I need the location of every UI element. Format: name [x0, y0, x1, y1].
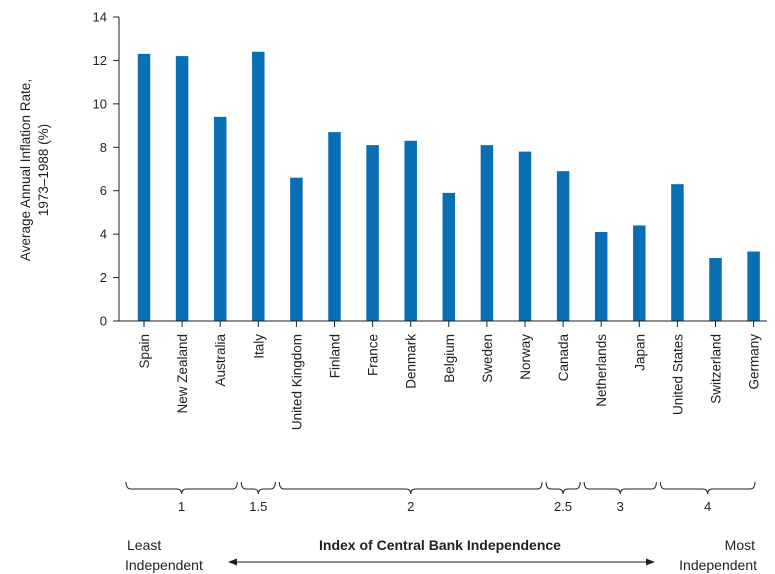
x-tick-label: Spain	[137, 334, 152, 369]
arrow-right-head	[646, 558, 655, 566]
x-tick-label: Belgium	[442, 334, 457, 383]
y-tick-label: 14	[93, 10, 107, 25]
index-group-label: 4	[704, 499, 711, 514]
bars	[137, 51, 760, 322]
least-independent-label: Independent	[125, 557, 203, 573]
bar	[747, 251, 760, 321]
index-braces: 1 1.5 2 2.5 3 4	[125, 481, 756, 514]
index-group-label: 1	[178, 499, 185, 514]
index-title: Index of Central Bank Independence	[319, 537, 561, 553]
bar	[556, 171, 570, 321]
y-axis-title: Average Annual Inflation Rate, 1973–1988…	[18, 79, 51, 261]
x-tick-label: Switzerland	[709, 334, 724, 404]
bar	[518, 151, 532, 321]
x-tick-label: Sweden	[480, 334, 495, 383]
most-label: Most	[725, 537, 755, 553]
y-tick-label: 8	[100, 140, 107, 155]
index-brace	[583, 481, 657, 495]
index-brace	[659, 481, 756, 495]
bar	[404, 140, 417, 321]
x-axis	[119, 320, 767, 327]
bar	[442, 192, 456, 321]
category-labels: Spain New Zealand Australia Italy United Kin…	[137, 334, 762, 431]
x-tick-label: Germany	[747, 334, 762, 390]
bar	[366, 145, 379, 321]
index-group-label: 3	[617, 499, 624, 514]
y-axis-title-line2: 1973–1988 (%)	[36, 124, 51, 216]
independence-arrow	[228, 558, 655, 566]
y-tick-label: 6	[100, 183, 107, 198]
bar	[633, 225, 646, 321]
x-tick-label: Canada	[556, 334, 571, 382]
x-tick-label: Norway	[518, 334, 533, 380]
y-axis-title-line1: Average Annual Inflation Rate,	[18, 79, 33, 261]
x-tick-label: Italy	[251, 334, 266, 359]
index-footer: Least Independent Index of Central Bank …	[125, 537, 757, 573]
index-brace	[240, 481, 276, 495]
y-tick-label: 4	[100, 227, 107, 242]
x-tick-label: Finland	[328, 334, 343, 378]
bar	[175, 56, 189, 321]
x-tick-label: Australia	[213, 334, 228, 387]
index-group-label: 2.5	[554, 499, 572, 514]
index-brace	[278, 481, 543, 495]
x-tick-label: New Zealand	[175, 334, 190, 414]
x-tick-label: United Kingdom	[289, 334, 304, 430]
index-brace	[545, 481, 581, 495]
y-tick-label: 2	[100, 270, 107, 285]
x-tick-label: Denmark	[404, 334, 419, 389]
index-group-label: 1.5	[249, 499, 267, 514]
y-tick-label: 12	[93, 53, 107, 68]
least-label: Least	[127, 537, 161, 553]
bar	[137, 53, 151, 322]
bar	[671, 184, 684, 321]
index-brace	[125, 481, 238, 495]
y-tick-label: 10	[93, 96, 107, 111]
x-tick-label: United States	[670, 334, 685, 415]
arrow-left-head	[228, 558, 237, 566]
y-tick-label: 0	[100, 314, 107, 329]
bar	[594, 231, 608, 321]
x-tick-label: Japan	[632, 334, 647, 371]
y-axis: 0 2 4 6 8 10 12 14	[93, 10, 120, 329]
most-independent-label: Independent	[679, 557, 757, 573]
bar	[213, 116, 227, 321]
index-group-label: 2	[407, 499, 414, 514]
x-tick-label: France	[366, 334, 381, 376]
x-tick-label: Netherlands	[594, 334, 609, 407]
bar	[480, 145, 494, 321]
bar	[290, 177, 303, 321]
bar	[252, 51, 265, 321]
bar	[709, 258, 722, 321]
bar	[328, 132, 341, 321]
